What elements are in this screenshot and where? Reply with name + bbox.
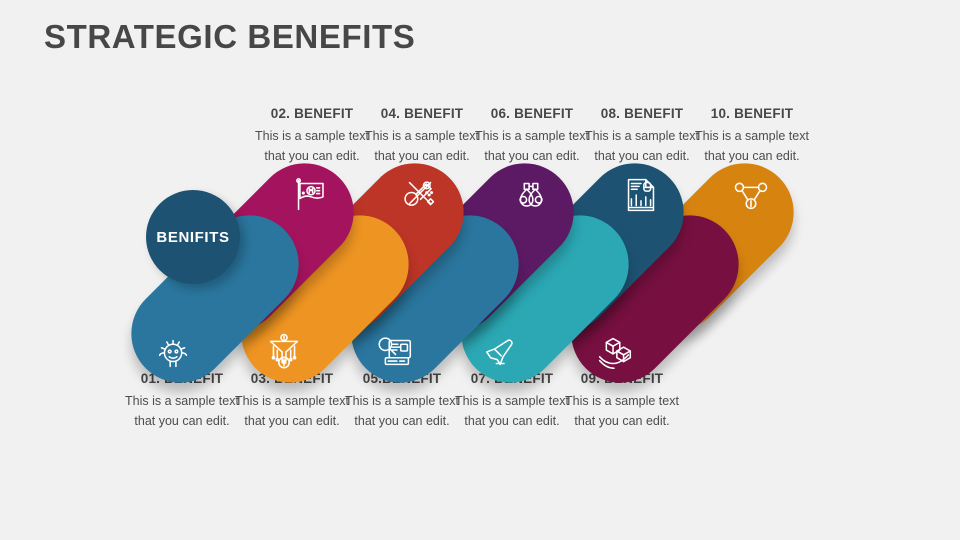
benefit-caption-body-06: This is a sample text that you can edit.	[475, 129, 589, 163]
benefit-caption-06: 06. BENEFIT This is a sample text that yo…	[471, 106, 593, 166]
benefit-caption-title-06: 06. BENEFIT	[490, 106, 574, 121]
benefit-caption-body-07: This is a sample text that you can edit.	[455, 394, 569, 428]
benefit-caption-body-09: This is a sample text that you can edit.	[565, 394, 679, 428]
benefit-caption-body-02: This is a sample text that you can edit.	[255, 129, 369, 163]
benefit-caption-body-03: This is a sample text that you can edit.	[235, 394, 349, 428]
benefit-caption-08: 08. BENEFIT This is a sample text that yo…	[581, 106, 703, 166]
benefit-caption-title-10: 10. BENEFIT	[710, 106, 794, 121]
benefit-caption-body-08: This is a sample text that you can edit.	[585, 129, 699, 163]
benefit-caption-body-05: This is a sample text that you can edit.	[345, 394, 459, 428]
benefit-caption-body-01: This is a sample text that you can edit.	[125, 394, 239, 428]
benefit-caption-04: 04. BENEFIT This is a sample text that yo…	[361, 106, 483, 166]
page-title: STRATEGIC BENEFITS	[44, 18, 416, 55]
benefit-caption-10: 10. BENEFIT This is a sample text that yo…	[691, 106, 813, 166]
benefit-caption-title-04: 04. BENEFIT	[380, 106, 464, 121]
benefit-caption-body-04: This is a sample text that you can edit.	[365, 129, 479, 163]
benefit-caption-02: 02. BENEFIT This is a sample text that yo…	[251, 106, 373, 166]
benefit-caption-title-02: 02. BENEFIT	[270, 106, 354, 121]
center-badge: BENIFITS	[146, 190, 240, 284]
benefit-caption-body-10: This is a sample text that you can edit.	[695, 129, 809, 163]
benefit-caption-title-08: 08. BENEFIT	[600, 106, 684, 121]
center-badge-label: BENIFITS	[156, 228, 230, 246]
